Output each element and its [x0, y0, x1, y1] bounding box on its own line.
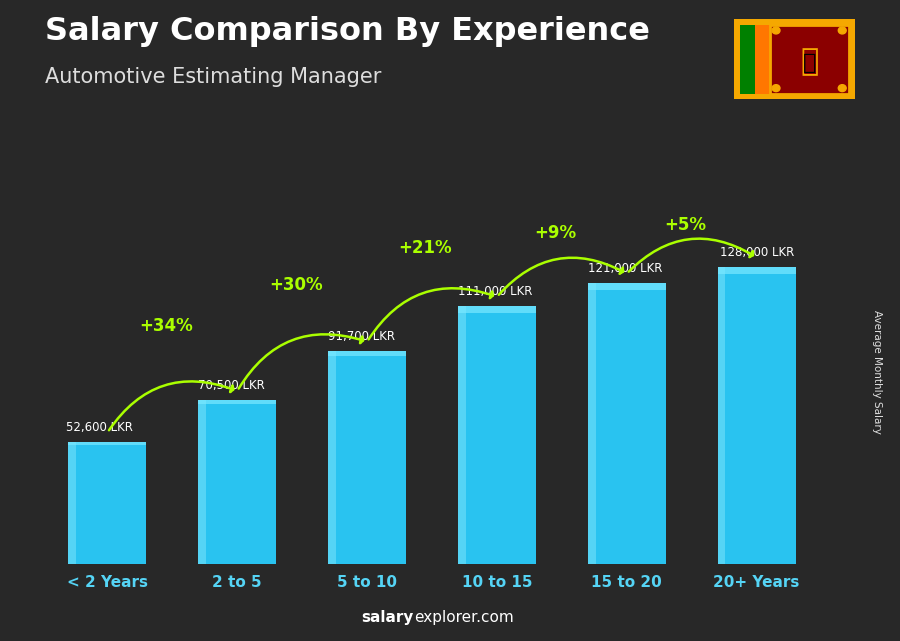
- Bar: [725, 267, 796, 564]
- Bar: [755, 24, 770, 94]
- Text: 91,700 LKR: 91,700 LKR: [328, 330, 395, 343]
- Bar: [198, 400, 206, 564]
- Bar: [328, 351, 406, 356]
- Text: 🦁: 🦁: [803, 53, 816, 73]
- Bar: [717, 267, 725, 564]
- Text: +21%: +21%: [399, 239, 453, 257]
- Text: 52,600 LKR: 52,600 LKR: [66, 420, 132, 434]
- Text: Average Monthly Salary: Average Monthly Salary: [872, 310, 883, 434]
- Bar: [770, 24, 849, 94]
- Bar: [458, 306, 466, 564]
- Text: 111,000 LKR: 111,000 LKR: [458, 285, 532, 298]
- Text: 𝐋: 𝐋: [800, 47, 819, 76]
- Text: Salary Comparison By Experience: Salary Comparison By Experience: [45, 16, 650, 47]
- Bar: [198, 400, 276, 404]
- Bar: [76, 442, 147, 564]
- Bar: [458, 306, 536, 313]
- Bar: [328, 351, 336, 564]
- Bar: [68, 442, 76, 564]
- Text: +34%: +34%: [139, 317, 193, 335]
- Text: 121,000 LKR: 121,000 LKR: [588, 262, 662, 275]
- Text: explorer.com: explorer.com: [414, 610, 514, 625]
- Circle shape: [838, 85, 846, 92]
- Text: +5%: +5%: [664, 216, 707, 234]
- Text: +9%: +9%: [535, 224, 576, 242]
- Bar: [717, 267, 796, 274]
- Bar: [588, 283, 666, 290]
- Text: salary: salary: [362, 610, 414, 625]
- Bar: [588, 283, 596, 564]
- Bar: [68, 442, 147, 445]
- Text: 70,500 LKR: 70,500 LKR: [198, 379, 265, 392]
- Text: Automotive Estimating Manager: Automotive Estimating Manager: [45, 67, 382, 87]
- Bar: [206, 400, 276, 564]
- Text: 128,000 LKR: 128,000 LKR: [720, 246, 795, 258]
- Circle shape: [772, 27, 780, 34]
- Bar: [336, 351, 406, 564]
- Bar: [740, 24, 755, 94]
- Bar: [466, 306, 536, 564]
- Bar: [770, 24, 849, 94]
- Text: +30%: +30%: [269, 276, 322, 294]
- Circle shape: [772, 85, 780, 92]
- Bar: [596, 283, 666, 564]
- Circle shape: [838, 27, 846, 34]
